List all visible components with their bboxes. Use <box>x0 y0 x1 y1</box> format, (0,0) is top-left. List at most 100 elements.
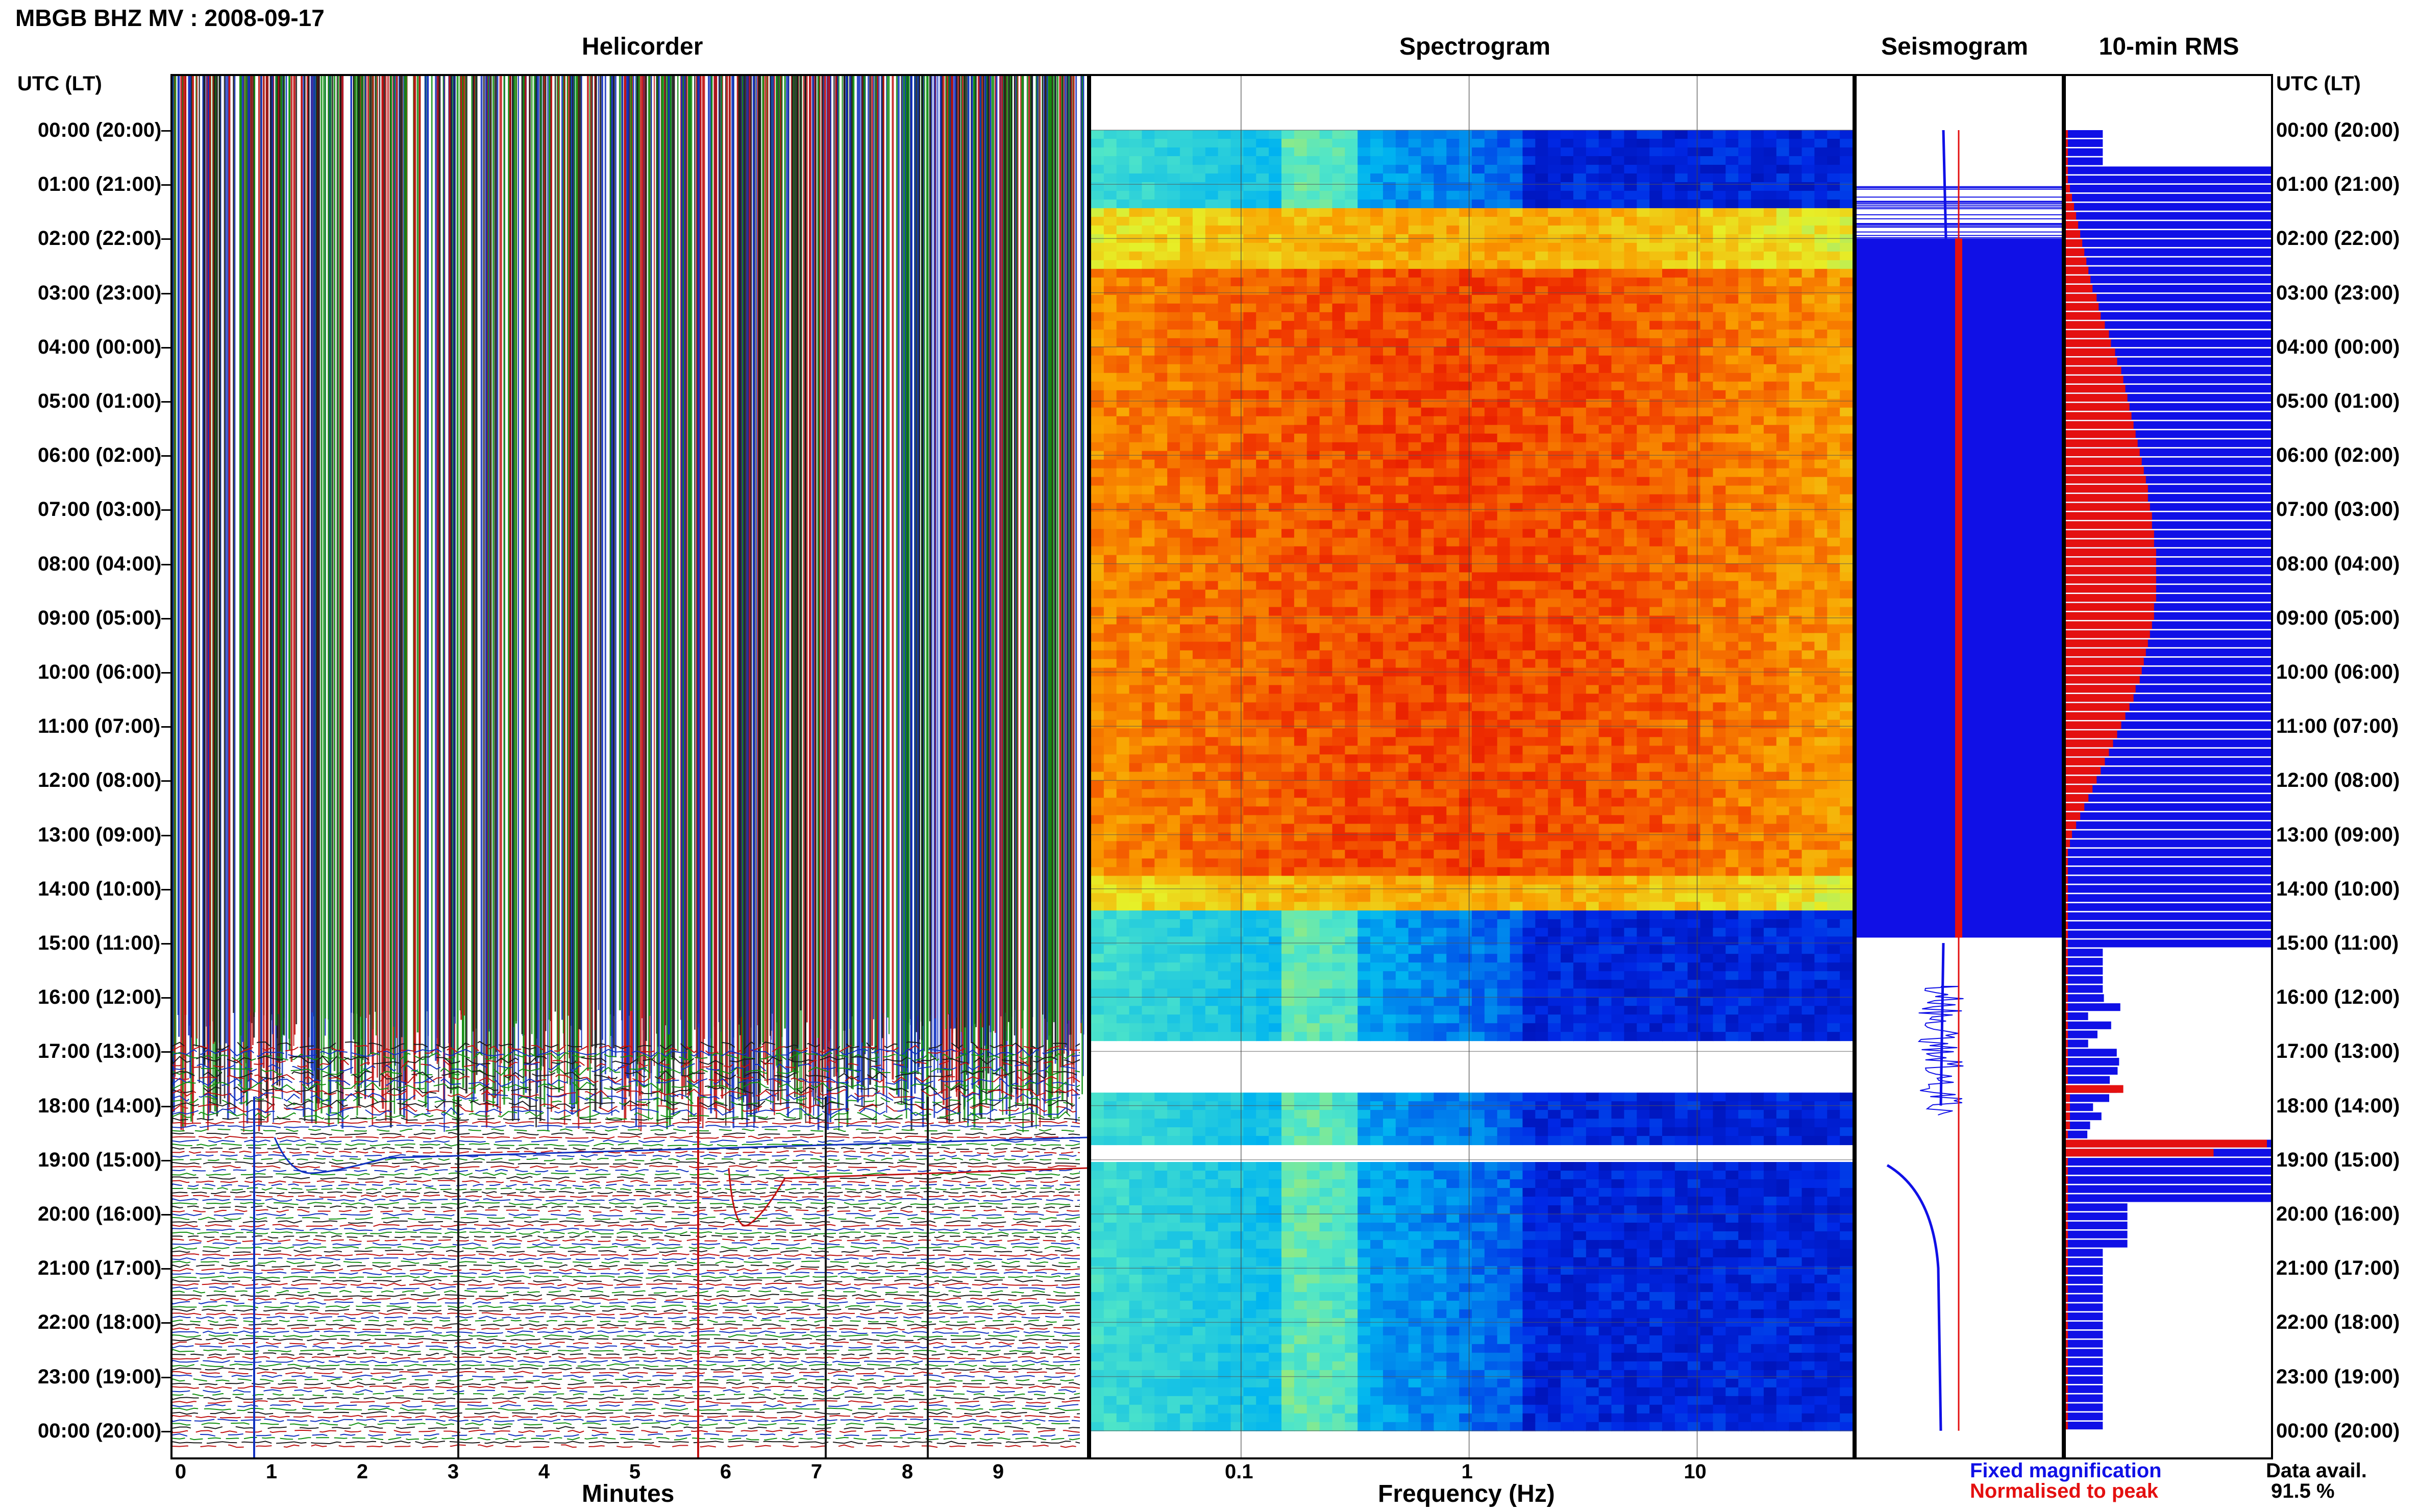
helicorder-x-tick: 2 <box>356 1460 368 1483</box>
rms-bar-normalised <box>2066 448 2140 456</box>
rms-bar-normalised <box>2066 393 2128 402</box>
rms-bar-normalised <box>2066 221 2079 229</box>
time-label-right: 15:00 (11:00) <box>2276 932 2399 954</box>
time-label-right: 22:00 (18:00) <box>2276 1311 2400 1334</box>
time-label-left: 06:00 (02:00) <box>38 444 162 467</box>
rms-bar-normalised <box>2066 466 2144 475</box>
rms-bar-normalised <box>2066 1258 2068 1266</box>
time-label-right: 18:00 (14:00) <box>2276 1094 2400 1117</box>
rms-bar-normalised <box>2066 485 2148 493</box>
rms-bar-fixed <box>2066 903 2271 911</box>
rms-bar-fixed <box>2066 830 2271 838</box>
rms-bar-normalised <box>2066 1294 2068 1302</box>
time-label-right: 07:00 (03:00) <box>2276 498 2400 521</box>
rms-bar-fixed <box>2066 885 2271 893</box>
rms-bar-normalised <box>2066 385 2126 393</box>
rms-bar-fixed <box>2066 248 2271 256</box>
rms-bar-normalised <box>2066 894 2068 902</box>
rms-bar-fixed <box>2066 949 2103 957</box>
rms-bar-normalised <box>2066 1267 2068 1275</box>
rms-bar-normalised <box>2066 1021 2068 1029</box>
rms-bar-normalised <box>2066 566 2156 575</box>
time-label-left: 20:00 (16:00) <box>38 1203 162 1225</box>
rms-bar-fixed <box>2066 1058 2119 1066</box>
rms-bar-normalised <box>2066 757 2105 765</box>
rms-bar-normalised <box>2066 548 2156 557</box>
time-label-left: 14:00 (10:00) <box>38 877 162 900</box>
rms-bar-normalised <box>2066 312 2101 320</box>
rms-bar-fixed <box>2066 1167 2271 1175</box>
rms-bar-normalised <box>2066 812 2081 820</box>
rms-bar-normalised <box>2066 1194 2068 1202</box>
rms-bar-fixed <box>2066 821 2271 829</box>
rms-bar-normalised <box>2066 1176 2068 1184</box>
time-label-right: 23:00 (19:00) <box>2276 1365 2400 1388</box>
rms-bar-fixed <box>2066 939 2271 948</box>
rms-bar-normalised <box>2066 785 2093 793</box>
spectrogram-panel <box>1089 74 1855 1459</box>
helicorder-saturated-traces <box>172 76 1084 1132</box>
rms-bar-normalised <box>2066 1285 2068 1293</box>
rms-bar-normalised <box>2066 203 2075 211</box>
rms-bar-fixed <box>2066 1203 2128 1211</box>
time-label-right: 21:00 (17:00) <box>2276 1257 2400 1280</box>
rms-bar-fixed <box>2066 339 2271 348</box>
rms-bar-fixed <box>2066 285 2271 293</box>
time-label-left: 23:00 (19:00) <box>38 1365 162 1388</box>
rms-bar-normalised <box>2066 130 2068 138</box>
time-tick <box>161 1268 170 1270</box>
helicorder-x-tick: 3 <box>447 1460 459 1483</box>
spectrogram-title: Spectrogram <box>1399 33 1551 60</box>
rms-bar-normalised <box>2066 376 2124 384</box>
rms-bar-normalised <box>2066 212 2077 220</box>
rms-bar-normalised <box>2066 1385 2068 1393</box>
rms-bar-normalised <box>2066 721 2121 729</box>
rms-bar-normalised <box>2066 703 2130 711</box>
rms-bar-normalised <box>2066 257 2087 265</box>
rms-bar-fixed <box>2066 1267 2103 1275</box>
rms-bar-normalised <box>2066 939 2068 948</box>
rms-bar-normalised <box>2066 830 2072 838</box>
seismogram-fixed-trace <box>1886 130 1947 1431</box>
time-label-right: 00:00 (20:00) <box>2276 1419 2400 1442</box>
time-label-left: 22:00 (18:00) <box>38 1311 162 1334</box>
rms-bar-normalised <box>2066 712 2126 720</box>
seismogram-trace <box>1857 130 2062 1431</box>
helicorder-title: Helicorder <box>582 33 703 60</box>
rms-bar-normalised <box>2066 903 2068 911</box>
rms-bar-fixed <box>2066 212 2271 220</box>
rms-bar-normalised <box>2066 148 2068 156</box>
rms-bar-normalised <box>2066 912 2068 920</box>
time-label-left: 17:00 (13:00) <box>38 1040 162 1063</box>
rms-bar-fixed <box>2066 1285 2103 1293</box>
rms-bar-normalised <box>2066 1303 2068 1311</box>
time-tick <box>161 401 170 403</box>
rms-bar-fixed <box>2066 1030 2097 1038</box>
rms-bar-normalised <box>2066 539 2154 548</box>
rms-bar-normalised <box>2066 303 2099 311</box>
rms-bar-fixed <box>2066 230 2271 238</box>
rms-bars <box>2066 130 2271 1430</box>
helicorder-x-tick: 7 <box>810 1460 823 1483</box>
helicorder-event-trace <box>274 1136 1087 1174</box>
time-label-right: 11:00 (07:00) <box>2276 715 2399 738</box>
rms-bar-normalised <box>2066 694 2134 702</box>
rms-bar-normalised <box>2066 957 2068 966</box>
time-tick <box>161 834 170 836</box>
rms-bar-normalised <box>2066 1039 2068 1048</box>
rms-bar-normalised <box>2066 503 2150 511</box>
rms-bar-fixed <box>2066 148 2103 156</box>
rms-bar-normalised <box>2066 357 2117 365</box>
time-tick <box>161 997 170 999</box>
rms-bar-normalised <box>2066 921 2068 929</box>
rms-bar-fixed <box>2066 1394 2103 1402</box>
rms-bar-fixed <box>2066 766 2271 775</box>
rms-bar-fixed <box>2066 203 2271 211</box>
rms-bar-fixed <box>2066 1158 2271 1166</box>
rms-bar-fixed <box>2066 139 2103 147</box>
rms-bar-fixed <box>2066 966 2103 975</box>
time-label-right: 01:00 (21:00) <box>2276 173 2400 196</box>
helicorder-x-tick: 0 <box>175 1460 187 1483</box>
rms-bar-fixed <box>2066 1403 2103 1411</box>
rms-bar-normalised <box>2066 176 2068 184</box>
